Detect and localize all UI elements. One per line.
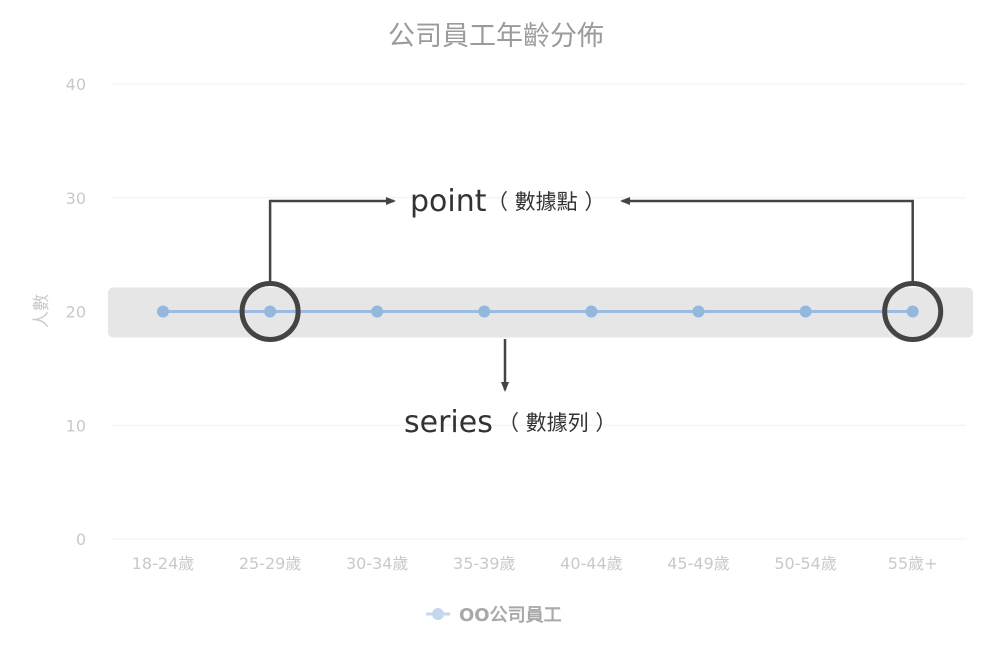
data-point[interactable] [799,305,812,318]
y-axis-label: 人數 [32,294,52,328]
data-point[interactable] [478,305,491,318]
x-axis-ticks: 18-24歲 25-29歲 30-34歲 35-39歲 40-44歲 45-49歲 50-5… [132,554,938,573]
x-tick-label: 18-24歲 [132,554,195,573]
y-axis-ticks: 0 10 20 30 40 [66,75,86,549]
x-tick-label: 35-39歲 [453,554,516,573]
legend-marker [432,608,444,620]
annotation-series-sublabel: （ 數據列 ） [498,411,616,435]
x-tick-label: 45-49歲 [667,554,730,573]
x-tick-label: 55歲+ [888,554,938,573]
y-tick-label: 0 [76,530,86,549]
y-tick-label: 40 [66,75,86,94]
y-tick-label: 10 [66,416,86,435]
x-tick-label: 50-54歲 [774,554,837,573]
data-point[interactable] [692,305,705,318]
data-point[interactable] [906,305,919,318]
data-point[interactable] [371,305,384,318]
annotation-series-label: series [404,405,493,440]
data-point[interactable] [585,305,598,318]
x-tick-label: 25-29歲 [239,554,302,573]
y-tick-label: 20 [66,303,86,322]
annotation-point-label: point [410,184,487,219]
annotation-arrow [620,197,914,286]
annotation-point-sublabel: （ 數據點 ） [487,190,605,214]
y-tick-label: 30 [66,189,86,208]
annotations: point （ 數據點 ） series （ 數據列 ） [239,184,944,440]
chart-title: 公司員工年齡分佈 [388,21,604,52]
data-point[interactable] [157,305,169,318]
x-tick-label: 40-44歲 [560,554,623,573]
annotation-arrow [268,197,396,286]
legend[interactable]: OO公司員工 [426,605,562,626]
legend-series-label: OO公司員工 [459,605,562,626]
x-tick-label: 30-34歲 [346,554,409,573]
series-layer [157,305,919,318]
data-point[interactable] [264,305,277,318]
